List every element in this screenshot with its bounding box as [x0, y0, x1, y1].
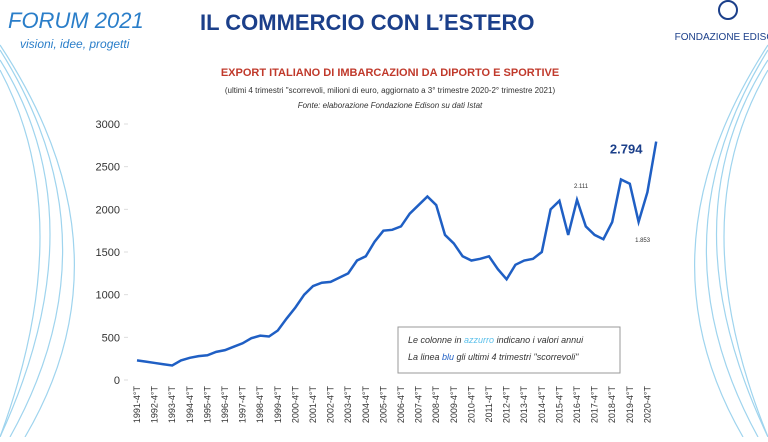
x-tick-label: 2002-4°T [326, 386, 336, 424]
x-tick-label: 1992-4°T [150, 386, 160, 424]
y-tick-label: 1500 [96, 247, 120, 259]
x-tick-label: 1995-4°T [202, 386, 212, 424]
x-tick-label: 1997-4°T [238, 386, 248, 424]
note-text: La linea [408, 352, 442, 362]
x-tick-label: 2011-4°T [484, 385, 494, 422]
y-tick-label: 500 [102, 332, 120, 344]
x-tick-label: 2014-4°T [537, 386, 547, 424]
value-label: 1.853 [635, 238, 651, 244]
x-tick-label: 1991-4°T [132, 386, 142, 424]
x-tick-label: 2013-4°T [519, 386, 529, 424]
decor [0, 44, 768, 438]
x-tick-label: 2019-4°T [625, 386, 635, 424]
x-tick-label: 2009-4°T [449, 386, 459, 424]
value-label: 2.111 [574, 184, 589, 190]
note-text: Le colonne in [408, 335, 464, 345]
x-tick-label: 2015-4°T [554, 386, 564, 424]
note-line: Le colonne in azzurro indicano i valori … [408, 335, 584, 345]
x-tick-label: 2001-4°T [308, 386, 318, 424]
x-tick-label: 2012-4°T [502, 386, 512, 424]
y-tick-label: 2500 [96, 162, 120, 174]
y-tick-label: 1000 [96, 290, 120, 302]
y-tick-label: 0 [114, 375, 120, 387]
x-tick-label: 1993-4°T [167, 386, 177, 424]
x-tick-label: 2010-4°T [466, 386, 476, 424]
x-tick-label: 2008-4°T [431, 386, 441, 424]
x-tick-label: 2016-4°T [572, 386, 582, 424]
x-tick-label: 2020-4°T [642, 386, 652, 424]
line [136, 141, 658, 367]
note-line: La linea blu gli ultimi 4 trimestri "sco… [408, 352, 579, 362]
x-tick-label: 1994-4°T [185, 386, 195, 424]
chart-subtitle: (ultimi 4 trimestri "scorrevoli, milioni… [225, 86, 556, 95]
note-text: gli ultimi 4 trimestri "scorrevoli" [454, 352, 579, 362]
x-tick-label: 1996-4°T [220, 386, 230, 424]
note-text: blu [442, 352, 454, 362]
note-text: azzurro [464, 335, 494, 345]
x-tick-label: 2003-4°T [343, 386, 353, 424]
note-box [397, 326, 621, 374]
x-tick-label: 2018-4°T [607, 386, 617, 424]
x-tick-label: 1999-4°T [273, 386, 283, 424]
tagline: visioni, idee, progetti [20, 37, 130, 51]
x-tick-label: 2004-4°T [361, 386, 371, 424]
chart-source: Fonte: elaborazione Fondazione Edison su… [298, 101, 483, 110]
logo: FONDAZIONE EDISON [675, 32, 768, 43]
x-tick-label: 2007-4°T [414, 386, 424, 424]
x-tick-label: 2005-4°T [378, 386, 388, 424]
x-tick-label: 2000-4°T [290, 386, 300, 424]
y-tick-label: 2000 [96, 204, 120, 216]
chart-title: EXPORT ITALIANO DI IMBARCAZIONI DA DIPOR… [221, 67, 559, 79]
x-tick-label: 2017-4°T [590, 386, 600, 424]
y-tick-label: 3000 [96, 119, 120, 131]
brand: FORUM 2021 [8, 8, 144, 33]
note-text: indicano i valori annui [494, 335, 584, 345]
logo-mark [718, 0, 738, 20]
x-tick-label: 2006-4°T [396, 386, 406, 424]
x-tick-label: 1998-4°T [255, 386, 265, 424]
value-label: 2.794 [610, 142, 643, 157]
slide-title: IL COMMERCIO CON L’ESTERO [200, 10, 535, 35]
